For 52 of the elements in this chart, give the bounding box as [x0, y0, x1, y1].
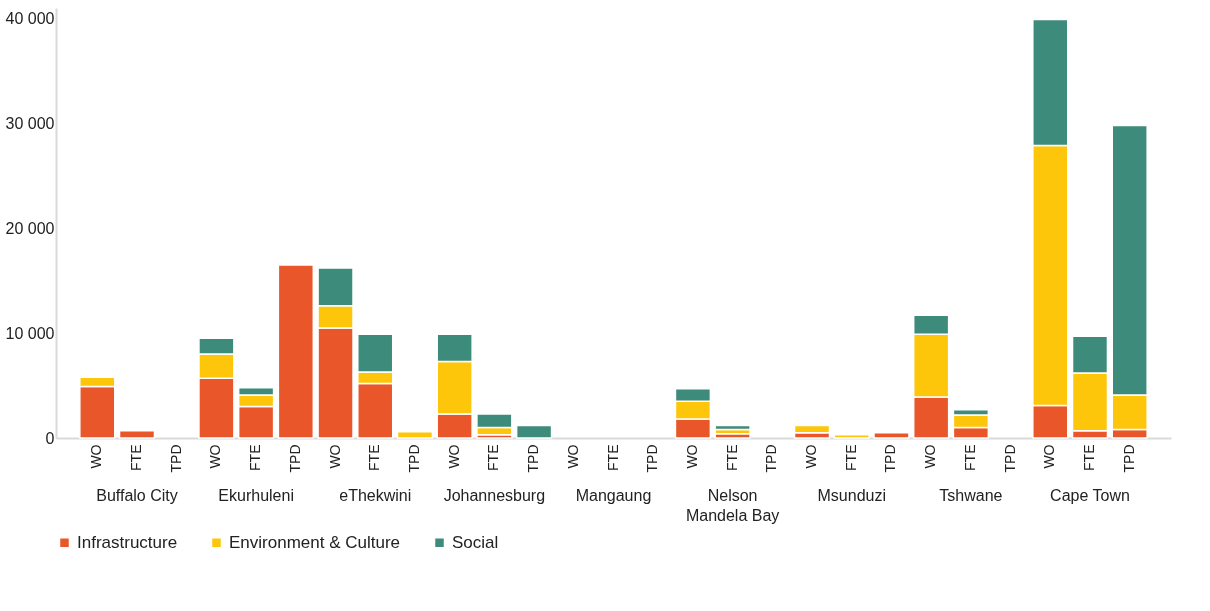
x-tick-label: FTE — [366, 444, 383, 471]
legend-label: Social — [452, 532, 499, 552]
y-tick-label: 40 000 — [5, 9, 55, 27]
bar — [515, 424, 553, 439]
x-tick-label: TPD — [1001, 444, 1018, 473]
text: Johannesburg — [443, 487, 546, 504]
text: Ekurhuleni — [218, 487, 294, 504]
x-tick-label: FTE — [604, 444, 621, 471]
x-tick-label: WO — [922, 444, 939, 469]
text: Mangaung — [575, 487, 652, 504]
x-tick-label: FTE — [842, 444, 859, 471]
x-tick-label: TPD — [763, 444, 780, 473]
x-tick-label: WO — [683, 444, 700, 469]
x-tick-label: TPD — [167, 444, 184, 473]
x-tick-label: TPD — [1120, 444, 1137, 473]
bar — [277, 264, 315, 439]
x-tick-label: TPD — [286, 444, 303, 473]
text: Msunduzi — [817, 487, 886, 504]
x-tick-label: WO — [207, 444, 224, 469]
bar — [714, 428, 751, 435]
x-tick-label: WO — [803, 444, 820, 469]
text: Cape Town — [1050, 487, 1130, 504]
x-tick-label: TPD — [525, 444, 542, 473]
x-tick-label: TPD — [882, 444, 899, 473]
x-tick-label: FTE — [247, 444, 264, 471]
bar — [873, 432, 910, 439]
x-tick-label: TPD — [644, 444, 661, 473]
legend-label: Environment & Culture — [229, 532, 401, 552]
text: Buffalo City — [96, 487, 178, 504]
y-tick-label: 10 000 — [5, 324, 55, 342]
x-tick-label: WO — [564, 444, 581, 469]
bar — [714, 424, 751, 431]
x-tick-label: FTE — [723, 444, 740, 471]
bar — [833, 434, 870, 439]
x-tick-label: WO — [326, 444, 343, 469]
x-tick-label: FTE — [1081, 444, 1097, 471]
legend-label: Infrastructure — [77, 532, 178, 552]
x-tick-label: WO — [88, 444, 105, 469]
x-tick-label: TPD — [405, 444, 422, 473]
text: Tshwane — [939, 487, 1003, 504]
x-tick-label: FTE — [961, 444, 978, 471]
x-tick-label: FTE — [485, 444, 502, 471]
x-tick-label: FTE — [128, 444, 144, 471]
x-tick-label: WO — [445, 444, 462, 469]
x-tick-label: WO — [1041, 444, 1058, 469]
y-tick-label: 20 000 — [5, 219, 55, 237]
bar — [396, 430, 434, 439]
bar — [118, 429, 156, 439]
y-tick-label: 30 000 — [5, 114, 55, 132]
text: Nelson Mandela Bay — [685, 487, 780, 524]
text: eThekwini — [339, 487, 412, 504]
y-tick-label: 0 — [45, 429, 55, 447]
